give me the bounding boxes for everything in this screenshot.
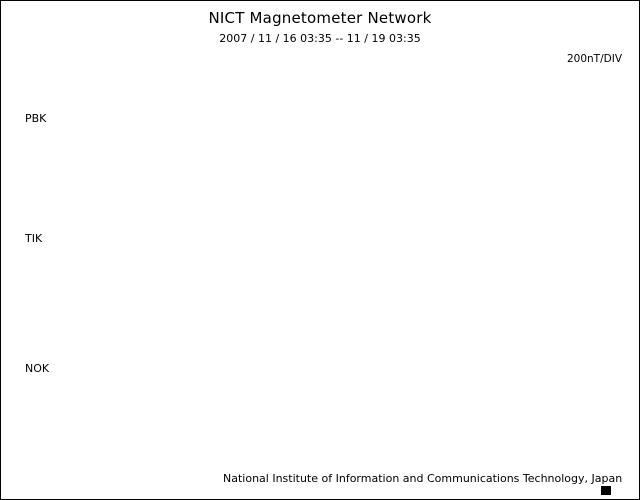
station-label-tik: TIK (25, 232, 43, 245)
logo-mark (601, 486, 611, 495)
date-range-subtitle: 2007 / 11 / 16 03:35 -- 11 / 19 03:35 (219, 32, 421, 45)
page-title: NICT Magnetometer Network (208, 9, 432, 27)
station-label-pbk: PBK (25, 112, 47, 125)
station-label-nok: NOK (25, 362, 50, 375)
institute-caption: National Institute of Information and Co… (223, 472, 623, 485)
scale-per-division-label: 200nT/DIV (566, 53, 622, 65)
